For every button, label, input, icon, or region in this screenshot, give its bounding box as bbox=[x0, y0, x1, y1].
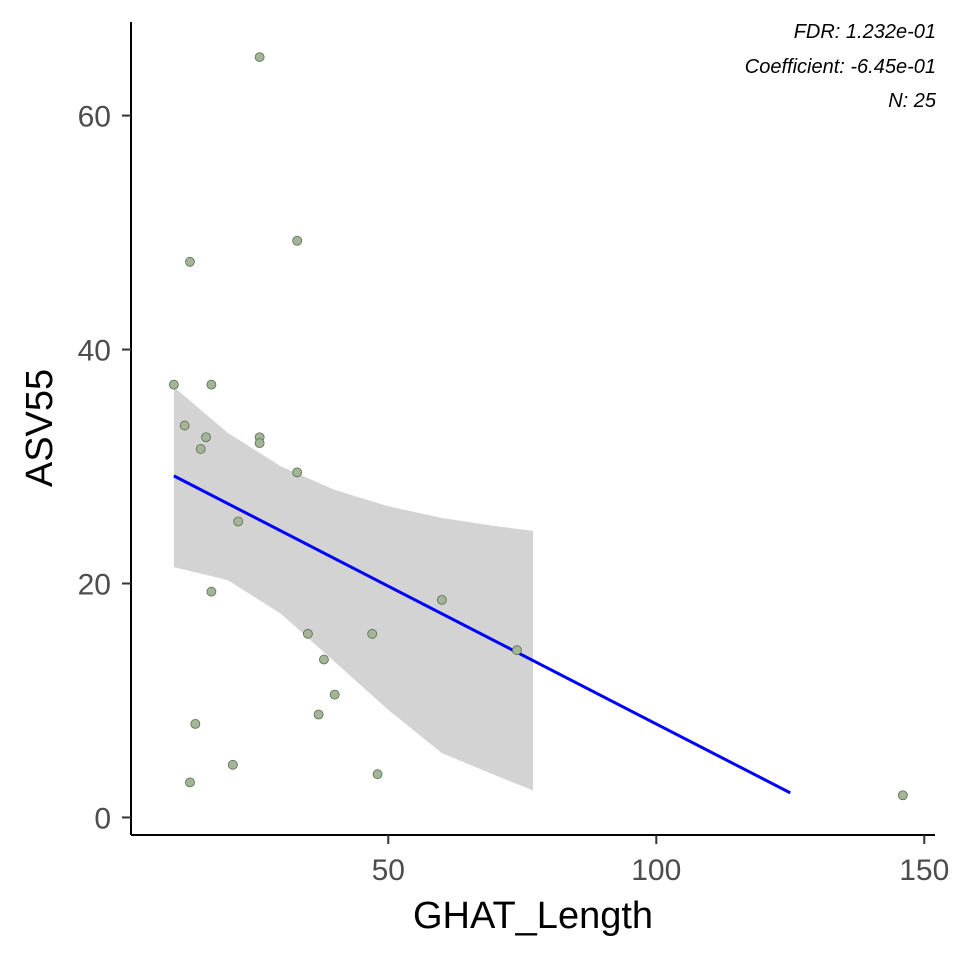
coefficient-annotation: Coefficient: -6.45e-01 bbox=[745, 56, 936, 78]
data-point bbox=[292, 235, 303, 246]
x-tick-label: 150 bbox=[899, 854, 949, 887]
y-axis-title: ASV55 bbox=[19, 369, 61, 487]
data-point bbox=[254, 52, 265, 62]
data-point bbox=[436, 594, 447, 605]
x-tick-label: 100 bbox=[631, 854, 681, 887]
data-point bbox=[185, 777, 195, 788]
y-ticks-layer: 0 20 40 60 bbox=[78, 101, 131, 835]
fit-line-layer bbox=[173, 474, 791, 795]
y-tick-label: 0 bbox=[94, 802, 111, 835]
data-point bbox=[302, 628, 313, 639]
data-point bbox=[185, 256, 195, 267]
confidence-band-layer bbox=[173, 386, 533, 791]
data-point bbox=[227, 759, 238, 770]
data-point bbox=[292, 467, 303, 478]
data-point bbox=[168, 379, 179, 390]
n-annotation: N: 25 bbox=[888, 90, 937, 112]
fdr-annotation: FDR: 1.232e-01 bbox=[794, 21, 936, 43]
data-point bbox=[233, 516, 244, 527]
data-point bbox=[367, 628, 378, 639]
data-point bbox=[179, 420, 190, 431]
y-tick-label: 20 bbox=[78, 568, 111, 601]
confidence-band bbox=[173, 386, 533, 791]
data-point bbox=[313, 709, 324, 720]
data-point bbox=[319, 654, 329, 665]
x-ticks-layer: 50 100 150 bbox=[372, 835, 949, 887]
x-tick-label: 50 bbox=[372, 854, 405, 887]
data-point bbox=[206, 586, 217, 597]
data-point bbox=[195, 444, 206, 454]
data-point bbox=[372, 769, 383, 780]
y-tick-label: 40 bbox=[78, 335, 111, 368]
regression-line bbox=[173, 474, 791, 795]
data-point bbox=[201, 432, 211, 443]
data-point bbox=[329, 689, 340, 700]
data-point bbox=[897, 790, 908, 801]
y-tick-label: 60 bbox=[78, 101, 111, 134]
data-point bbox=[512, 645, 522, 656]
data-point bbox=[206, 379, 217, 390]
data-point bbox=[254, 438, 265, 449]
data-points-layer bbox=[168, 52, 908, 801]
axes-layer bbox=[130, 22, 935, 836]
x-axis-title: GHAT_Length bbox=[413, 895, 653, 937]
data-point bbox=[190, 718, 201, 729]
